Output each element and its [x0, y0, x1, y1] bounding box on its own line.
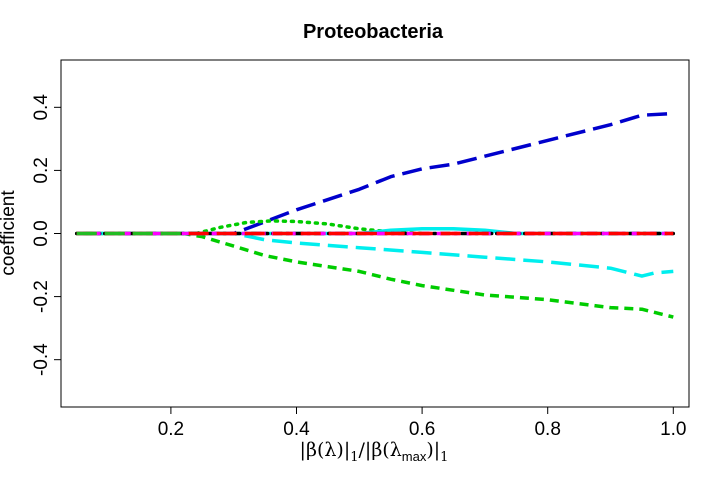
series-line-4 — [74, 219, 424, 236]
x-tick-label: 1.0 — [660, 419, 686, 440]
x-label-slash: / — [359, 439, 366, 461]
x-tick-label: 0.8 — [534, 419, 560, 440]
x-tick-label: 0.2 — [158, 419, 184, 440]
y-tick-label: 0.2 — [31, 157, 52, 183]
x-label-beta-lambda: β(λ) — [306, 439, 344, 461]
x-label-bar-1: | — [300, 439, 306, 461]
x-label-subscript-max: max — [402, 449, 427, 464]
x-axis: 0.2 0.4 0.6 0.8 1.0 — [158, 406, 687, 440]
y-axis: -0.4 -0.2 0.0 0.2 0.4 — [31, 94, 62, 376]
series-layer — [74, 111, 676, 319]
x-label-subscript-1: 1 — [350, 450, 358, 465]
y-tick-label: 0.0 — [31, 220, 52, 246]
x-label-close-paren: ) — [426, 439, 433, 461]
y-axis-label: coefficient — [0, 190, 19, 276]
series-line-1 — [76, 111, 674, 236]
x-label-bar-4: | — [434, 439, 440, 461]
y-tick-label: -0.4 — [31, 343, 52, 376]
x-label-bar-3: | — [365, 439, 371, 461]
x-label-subscript-2: 1 — [440, 450, 448, 465]
x-label-bar-2: | — [344, 439, 350, 461]
y-tick-label: -0.2 — [31, 280, 52, 313]
series-line-2 — [76, 231, 674, 319]
x-label-beta-lambda-max: β(λ — [371, 439, 401, 461]
x-axis-label: |β(λ)|1/|β(λmax)|1 — [300, 439, 449, 465]
x-tick-label: 0.6 — [409, 419, 435, 440]
y-tick-label: 0.4 — [31, 94, 52, 121]
x-tick-label: 0.4 — [283, 419, 310, 440]
chart-title: Proteobacteria — [303, 21, 444, 43]
series-line-3 — [76, 231, 674, 278]
